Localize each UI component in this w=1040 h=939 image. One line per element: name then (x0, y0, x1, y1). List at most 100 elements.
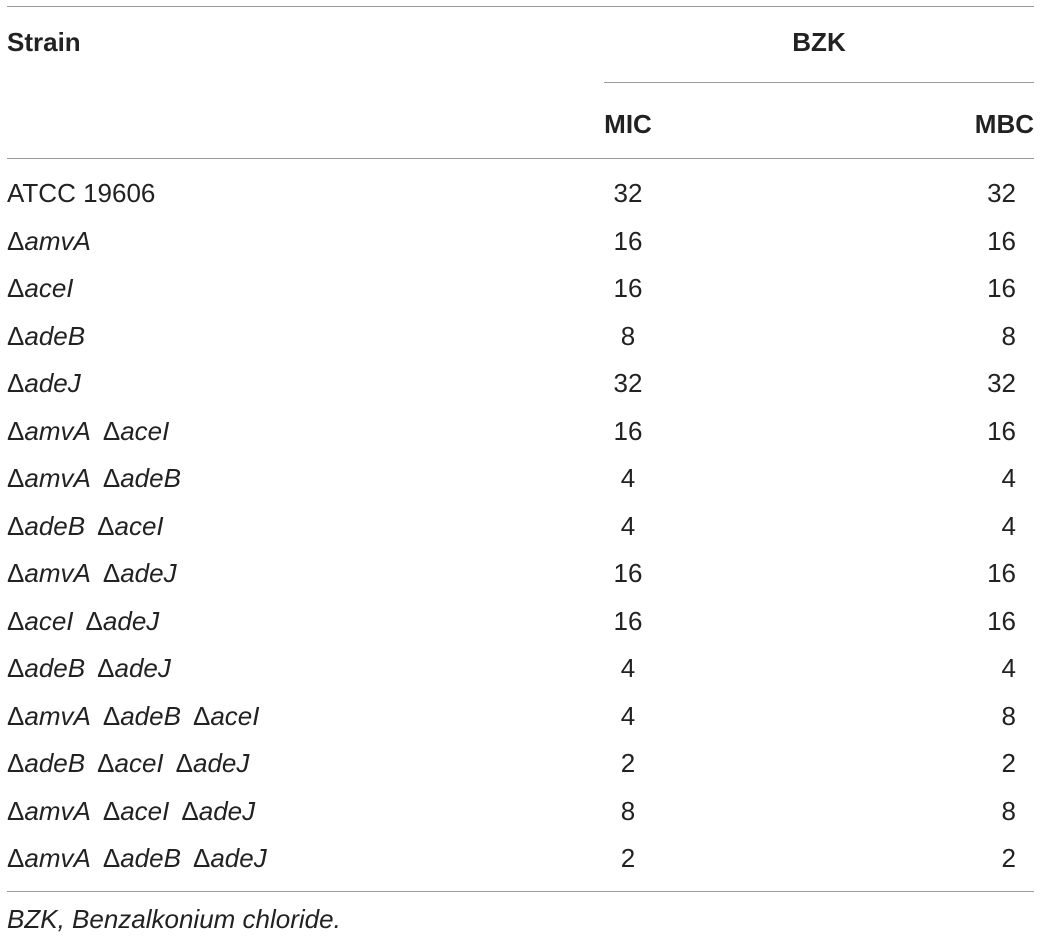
cell-mbc: 4 (1001, 463, 1016, 493)
header-strain: Strain (7, 27, 81, 57)
strain-part: amvA (24, 843, 91, 873)
group-rule (604, 82, 1034, 83)
strain-part: adeJ (198, 795, 256, 826)
strain-part: adeB (120, 843, 181, 873)
cell-strain: ATCC 19606 (7, 178, 155, 208)
delta-symbol: Δ (102, 843, 121, 873)
cell-strain: ΔadeB ΔadeJ (7, 653, 171, 683)
strain-part: adeB (120, 700, 181, 731)
header-mbc: MBC (974, 109, 1034, 139)
cell-strain: ΔamvA ΔadeJ (7, 558, 177, 588)
header-mic: MIC (604, 109, 652, 139)
header-rule (7, 158, 1034, 159)
delta-symbol: Δ (102, 700, 121, 731)
strain-part: aceI (114, 510, 164, 541)
delta-symbol: Δ (7, 415, 25, 446)
cell-mic: 8 (620, 320, 636, 351)
strain-part: amvA (24, 558, 91, 588)
cell-mic: 32 (613, 178, 643, 208)
delta-symbol: Δ (7, 368, 25, 398)
delta-symbol: Δ (102, 558, 121, 588)
delta-symbol: Δ (7, 510, 25, 541)
cell-strain: ΔadeB (7, 321, 85, 351)
delta-symbol: Δ (181, 795, 199, 826)
strain-part: aceI (120, 415, 170, 446)
delta-symbol: Δ (192, 700, 211, 731)
delta-symbol: Δ (7, 463, 25, 493)
strain-part: adeJ (120, 558, 177, 588)
cell-mbc: 16 (987, 225, 1016, 256)
strain-part: adeB (24, 510, 86, 541)
cell-mic: 4 (620, 510, 636, 541)
cell-strain: ΔaceI ΔadeJ (7, 606, 159, 636)
strain-part: ATCC 19606 (7, 178, 156, 208)
cell-mic: 16 (613, 225, 643, 256)
cell-strain: ΔamvA ΔadeB ΔadeJ (7, 843, 267, 873)
strain-part: aceI (24, 273, 74, 303)
delta-symbol: Δ (7, 748, 25, 778)
cell-mbc: 2 (1001, 843, 1016, 873)
delta-symbol: Δ (7, 700, 25, 731)
strain-part: adeJ (210, 843, 267, 873)
strain-part: amvA (24, 700, 91, 731)
bottom-rule (7, 891, 1034, 892)
cell-mic: 4 (620, 463, 636, 493)
strain-part: amvA (24, 463, 91, 493)
cell-mbc: 32 (987, 178, 1016, 208)
cell-mic: 2 (620, 748, 636, 778)
cell-strain: ΔamvA ΔaceI (7, 416, 169, 446)
delta-symbol: Δ (85, 605, 103, 636)
cell-mbc: 16 (987, 605, 1016, 636)
cell-mbc: 16 (987, 273, 1016, 303)
cell-mic: 4 (620, 653, 636, 683)
cell-strain: ΔadeJ (7, 368, 81, 398)
cell-mbc: 8 (1001, 700, 1016, 731)
cell-mic: 16 (613, 273, 643, 303)
delta-symbol: Δ (7, 320, 25, 351)
cell-mbc: 8 (1001, 320, 1016, 351)
strain-part: amvA (24, 795, 91, 826)
delta-symbol: Δ (7, 225, 25, 256)
cell-strain: ΔaceI (7, 273, 74, 303)
strain-part: adeB (24, 320, 86, 351)
cell-strain: ΔadeB ΔaceI ΔadeJ (7, 748, 249, 778)
strain-part: adeJ (114, 653, 171, 683)
cell-strain: ΔamvA (7, 226, 91, 256)
cell-mic: 16 (613, 415, 643, 446)
delta-symbol: Δ (102, 415, 121, 446)
cell-mbc: 16 (987, 415, 1016, 446)
cell-strain: ΔadeB ΔaceI (7, 511, 164, 541)
delta-symbol: Δ (7, 558, 25, 588)
cell-mbc: 2 (1001, 748, 1016, 778)
delta-symbol: Δ (7, 273, 25, 303)
delta-symbol: Δ (102, 463, 121, 493)
cell-mic: 8 (620, 795, 636, 826)
strain-part: adeB (120, 463, 181, 493)
delta-symbol: Δ (7, 605, 25, 636)
strain-part: adeJ (102, 605, 160, 636)
strain-part: aceI (114, 748, 164, 778)
cell-mbc: 4 (1001, 510, 1016, 541)
cell-mic: 4 (620, 700, 636, 731)
delta-symbol: Δ (7, 653, 25, 683)
delta-symbol: Δ (175, 748, 194, 778)
top-rule (7, 6, 1034, 7)
cell-strain: ΔamvA ΔadeB ΔaceI (7, 701, 259, 731)
cell-mbc: 8 (1001, 795, 1016, 826)
cell-mbc: 16 (987, 558, 1016, 588)
strain-part: adeJ (193, 748, 250, 778)
delta-symbol: Δ (97, 653, 115, 683)
delta-symbol: Δ (97, 748, 115, 778)
strain-part: aceI (210, 700, 260, 731)
strain-part: adeB (24, 653, 86, 683)
delta-symbol: Δ (102, 795, 121, 826)
strain-part: amvA (24, 225, 91, 256)
cell-mic: 2 (620, 843, 636, 873)
table-footnote: BZK, Benzalkonium chloride. (7, 904, 341, 934)
cell-strain: ΔamvA ΔaceI ΔadeJ (7, 796, 255, 826)
cell-strain: ΔamvA ΔadeB (7, 463, 181, 493)
strain-part: aceI (120, 795, 170, 826)
delta-symbol: Δ (97, 510, 115, 541)
delta-symbol: Δ (7, 795, 25, 826)
strain-part: amvA (24, 415, 91, 446)
